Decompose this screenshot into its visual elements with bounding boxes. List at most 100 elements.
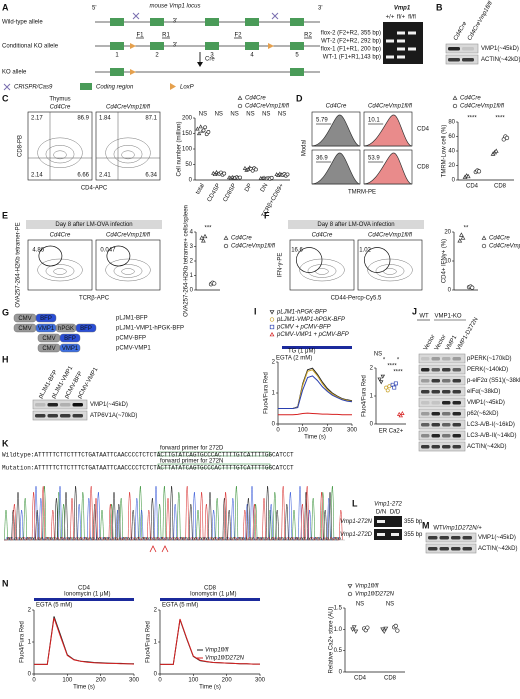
x-tick-label: 200 — [96, 678, 107, 684]
data-point — [380, 627, 386, 632]
part-label: VMP1 — [38, 326, 55, 332]
contour — [37, 137, 83, 169]
panel-label: M — [422, 520, 430, 530]
blot-band — [60, 414, 71, 418]
group-label: Cd4CreVmp1fl/fl — [106, 105, 151, 111]
y-tick-label: 0 — [370, 422, 374, 428]
y-tick-label: 0 — [339, 670, 343, 676]
trace — [278, 367, 353, 409]
y-tick-label: 1 — [272, 391, 276, 397]
x-tick-label: 100 — [188, 678, 199, 684]
blot-band — [421, 423, 430, 427]
blot-band — [439, 547, 449, 551]
treatment-label: TG (1 μM) — [288, 349, 315, 355]
data-point — [214, 169, 219, 174]
gel-band — [408, 31, 416, 35]
part-label: CMV — [18, 316, 31, 322]
construct-part — [35, 313, 57, 323]
band-label: flox-1 (F1+R1, 200 bp) — [321, 47, 381, 53]
data-point — [198, 124, 203, 129]
y-axis-label: CD8-PB — [18, 135, 24, 157]
y-tick-label: 40 — [448, 149, 455, 155]
label: LoxP — [180, 85, 194, 91]
label: 4.86 — [32, 248, 44, 254]
data-point — [253, 167, 258, 172]
x-tick-label: CD8 — [494, 184, 507, 190]
blot-strip — [418, 353, 466, 364]
significance: *** — [204, 226, 212, 232]
blot-band — [451, 547, 461, 551]
y-tick-label: 0 — [272, 422, 276, 428]
blot-band — [448, 47, 460, 51]
legend-label: pCMV-VMP1 + pCMV-BFP — [276, 332, 349, 338]
construct-part — [59, 343, 81, 353]
loxp — [130, 69, 136, 75]
blot-band — [421, 434, 430, 438]
x-tick-label: 0 — [32, 678, 36, 684]
data-point — [212, 172, 218, 177]
blot-band — [451, 536, 461, 540]
flow-plot — [289, 239, 355, 291]
data-point — [380, 374, 386, 379]
data-point — [377, 377, 382, 382]
x-axis-label: TMRM-PE — [348, 190, 376, 196]
allele-label: Conditional KO allele — [2, 44, 59, 50]
contour — [45, 145, 75, 164]
blot-band — [60, 403, 71, 407]
y-tick-label: 2 — [272, 360, 276, 366]
data-point — [465, 173, 471, 179]
data-point — [285, 172, 290, 177]
legend-label: pLJM1-hPGK-BFP — [276, 310, 327, 316]
band-label: LC3-A/B-I(~16kD) — [467, 422, 515, 428]
mutation-arrow — [149, 545, 169, 553]
blot-band — [421, 357, 430, 361]
gel-title: Vmp1-272 — [374, 502, 402, 508]
blot-band — [462, 58, 474, 62]
panel-label: N — [2, 578, 9, 588]
group-label: Cd4Cre — [326, 104, 347, 110]
label: 16.6 — [291, 248, 303, 254]
gate — [38, 245, 63, 267]
y-tick-label: 80 — [448, 120, 455, 126]
exon-number: 3 — [210, 53, 214, 59]
blot-band — [452, 423, 461, 427]
label: 355 bp — [404, 532, 423, 538]
data-point — [458, 232, 464, 237]
y-tick-label: 0 — [448, 288, 452, 294]
contour — [315, 268, 329, 275]
y-tick-label: 1 — [154, 640, 158, 646]
primer-label: forward primer for 272N — [160, 459, 223, 465]
data-point — [398, 413, 403, 418]
data-point — [347, 584, 353, 589]
y-tick-label: 1 — [28, 640, 32, 646]
blot-band — [452, 379, 461, 383]
band-label: WT-1 (F1+R1,143 bp) — [323, 55, 381, 61]
treatment-label: Ionomycin (1 μM) — [64, 592, 110, 598]
histogram — [311, 152, 361, 185]
blot-band — [47, 403, 58, 407]
x-tick-label: DN — [260, 183, 270, 194]
x-axis-label: Time (s) — [304, 435, 326, 441]
blot-band — [442, 445, 451, 449]
blot-strip — [445, 43, 479, 54]
band-label: PERK(~140kD) — [467, 367, 508, 373]
allele-label: Wild-type allele — [2, 20, 43, 26]
blot-band — [452, 412, 461, 416]
crispr-mark — [271, 12, 279, 20]
legend-label: Cd4CreVmp1fl/fl — [245, 104, 290, 110]
blot-band — [35, 414, 46, 418]
gel-band — [397, 47, 405, 51]
blot-band — [442, 357, 451, 361]
x-tick-label: 0 — [276, 428, 280, 434]
legend-label: Cd4CreVmp1fl/fl — [231, 244, 276, 250]
label: 2.17 — [31, 116, 43, 122]
part-label: VMP1 — [62, 346, 79, 352]
y-tick-label: 2 — [370, 366, 374, 372]
data-point — [385, 388, 390, 393]
blot-band — [448, 58, 460, 62]
gel-band — [397, 39, 405, 43]
treatment-bar — [160, 598, 260, 601]
band-label: VMP1(~45kD) — [478, 535, 516, 541]
y-tick-label: 100 — [182, 147, 193, 153]
data-point — [269, 317, 275, 322]
